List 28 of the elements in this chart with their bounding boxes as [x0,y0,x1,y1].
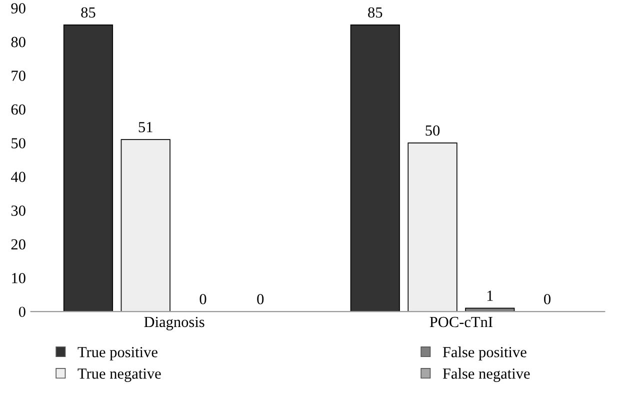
y-tick-label: 60 [11,104,26,115]
data-label: 0 [257,294,264,304]
x-tick-label: POC-cTnI [430,316,492,328]
y-tick-label: 20 [11,239,26,250]
data-label: 1 [487,290,493,301]
y-tick-label: 40 [11,172,26,182]
y-tick-label: 80 [11,36,26,48]
y-tick-label: 50 [12,138,26,148]
data-label: 0 [200,294,206,304]
data-label: 85 [368,7,382,18]
legend-label: False negative [442,368,530,382]
bar [63,24,114,312]
bar [120,139,170,312]
y-tick-label: 70 [12,70,26,81]
bar [408,142,458,312]
y-tick-label: 0 [18,306,26,317]
x-tick-label: Diagnosis [144,316,204,330]
data-label: 85 [81,7,96,18]
data-label: 51 [138,122,152,132]
data-label: 50 [426,125,440,136]
y-tick-label: 30 [11,206,26,216]
data-label: 0 [544,294,551,304]
y-tick-label: 90 [11,3,26,14]
y-tick-label: 10 [12,272,26,284]
legend-label: True negative [78,368,161,382]
legend-label: False positive [442,346,526,360]
bar [350,24,400,312]
legend-label: True positive [78,347,158,360]
